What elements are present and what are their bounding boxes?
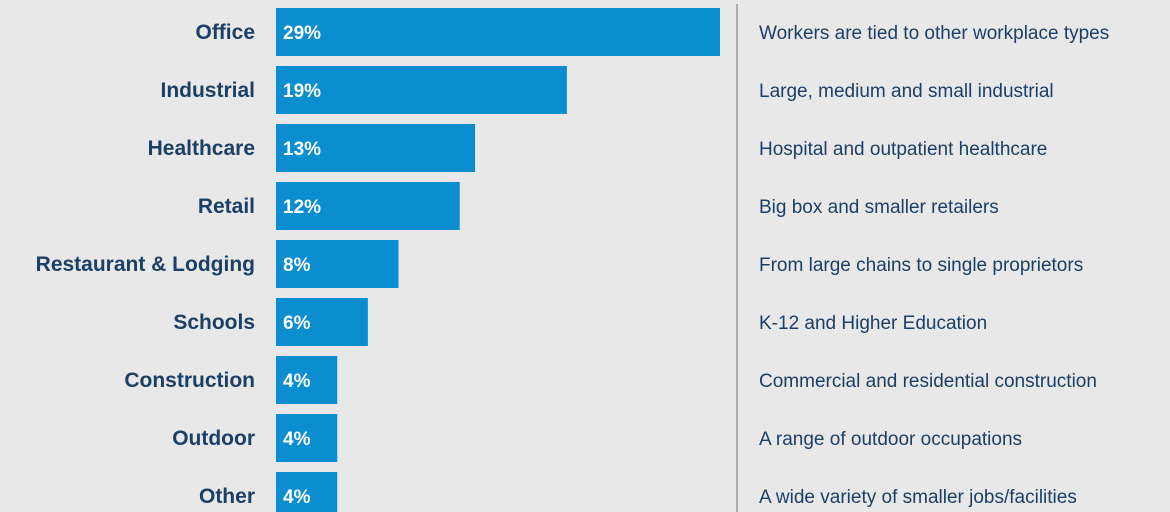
category-label-healthcare: Healthcare	[148, 137, 255, 160]
value-label-construction: 4%	[283, 371, 311, 392]
category-label-restaurant-and-lodging: Restaurant & Lodging	[36, 253, 255, 276]
bar-retail	[276, 182, 460, 230]
bar-restaurant-and-lodging	[276, 240, 399, 288]
description-industrial: Large, medium and small industrial	[759, 81, 1054, 102]
bar-outdoor	[276, 414, 338, 462]
description-construction: Commercial and residential construction	[759, 371, 1097, 392]
description-office: Workers are tied to other workplace type…	[759, 23, 1109, 44]
bar-office	[276, 8, 720, 56]
value-label-office: 29%	[283, 23, 321, 44]
value-label-industrial: 19%	[283, 81, 321, 102]
description-outdoor: A range of outdoor occupations	[759, 429, 1022, 450]
value-label-restaurant-and-lodging: 8%	[283, 255, 311, 276]
category-label-office: Office	[195, 21, 255, 44]
bar-industrial	[276, 66, 567, 114]
description-schools: K-12 and Higher Education	[759, 313, 987, 334]
description-restaurant-and-lodging: From large chains to single proprietors	[759, 255, 1083, 276]
description-retail: Big box and smaller retailers	[759, 197, 999, 218]
category-label-construction: Construction	[124, 369, 255, 392]
bar-other	[276, 472, 338, 512]
value-label-other: 4%	[283, 487, 311, 508]
category-label-retail: Retail	[198, 195, 255, 218]
category-label-schools: Schools	[173, 311, 255, 334]
bar-schools	[276, 298, 368, 346]
value-label-healthcare: 13%	[283, 139, 321, 160]
description-other: A wide variety of smaller jobs/facilitie…	[759, 487, 1077, 508]
value-label-outdoor: 4%	[283, 429, 311, 450]
category-label-outdoor: Outdoor	[172, 427, 255, 450]
value-label-retail: 12%	[283, 197, 321, 218]
bar-construction	[276, 356, 338, 404]
value-label-schools: 6%	[283, 313, 311, 334]
descriptions-group: Workers are tied to other workplace type…	[759, 23, 1109, 508]
description-healthcare: Hospital and outpatient healthcare	[759, 139, 1047, 160]
bar-healthcare	[276, 124, 476, 172]
category-label-other: Other	[199, 485, 255, 508]
category-label-industrial: Industrial	[160, 79, 255, 102]
bars-group: Office 29% Industrial 19% Healthcare 13% Retai…	[36, 8, 720, 512]
